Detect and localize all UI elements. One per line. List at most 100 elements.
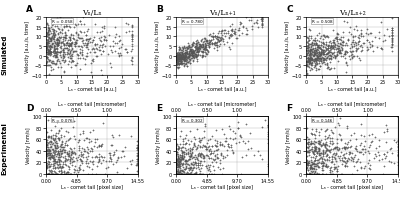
Point <box>50 33 56 36</box>
Point <box>335 154 342 157</box>
Point <box>341 20 348 23</box>
Point <box>314 48 320 51</box>
Point <box>305 163 311 167</box>
Point <box>192 138 198 141</box>
Point <box>48 140 54 143</box>
Point <box>178 62 185 65</box>
Point <box>97 40 104 43</box>
Point <box>387 46 394 49</box>
Point <box>308 45 314 48</box>
Point <box>218 31 225 34</box>
Point <box>394 153 400 156</box>
Point <box>314 44 320 47</box>
Point <box>66 57 73 60</box>
Point <box>74 158 80 162</box>
Point <box>75 141 82 144</box>
Point <box>330 172 337 175</box>
Point <box>174 58 180 61</box>
Point <box>83 155 90 159</box>
Point <box>190 54 196 58</box>
Point <box>99 74 106 78</box>
Point <box>394 142 400 145</box>
Point <box>97 49 104 53</box>
Point <box>174 62 181 66</box>
Point <box>74 39 80 42</box>
Point <box>312 165 318 168</box>
Point <box>202 125 208 128</box>
Point <box>51 169 58 173</box>
Point <box>180 57 186 60</box>
Point <box>80 147 87 150</box>
Point <box>343 146 350 149</box>
Point <box>45 152 51 155</box>
Point <box>122 49 129 52</box>
Point <box>305 49 312 53</box>
Point <box>56 154 62 157</box>
Point <box>210 47 217 50</box>
Point <box>258 14 265 17</box>
Point <box>58 145 64 149</box>
Point <box>178 148 184 152</box>
Point <box>179 156 185 159</box>
Point <box>174 60 181 64</box>
Point <box>189 46 196 49</box>
Point <box>182 172 188 175</box>
Point <box>75 45 81 49</box>
Point <box>182 59 189 62</box>
Point <box>350 29 357 32</box>
Point <box>175 63 182 66</box>
Point <box>223 137 229 140</box>
Point <box>44 166 50 170</box>
Point <box>173 169 180 172</box>
Point <box>86 38 92 42</box>
Point <box>192 49 198 52</box>
Point <box>182 53 188 56</box>
Point <box>58 42 65 45</box>
Point <box>84 43 90 46</box>
Point <box>264 141 271 145</box>
Point <box>50 172 57 175</box>
Point <box>384 28 390 32</box>
Point <box>48 33 54 36</box>
Point <box>202 164 209 167</box>
Point <box>325 49 331 53</box>
Point <box>174 66 180 70</box>
Point <box>384 128 391 131</box>
Point <box>56 41 62 45</box>
Point <box>197 45 204 48</box>
Point <box>322 57 329 60</box>
Point <box>134 148 140 152</box>
Point <box>200 45 206 48</box>
Point <box>46 48 53 51</box>
Point <box>64 41 70 44</box>
Point <box>188 172 194 175</box>
Point <box>178 55 184 58</box>
Point <box>197 154 204 157</box>
Point <box>347 47 354 50</box>
Point <box>50 55 56 58</box>
Point <box>54 153 60 156</box>
Point <box>60 156 66 159</box>
Point <box>320 34 326 38</box>
Point <box>202 46 208 49</box>
Point <box>318 48 324 52</box>
Point <box>44 165 50 168</box>
Point <box>193 47 200 50</box>
Point <box>218 38 224 41</box>
Point <box>328 165 334 168</box>
Point <box>205 42 211 46</box>
Point <box>184 167 191 170</box>
Point <box>316 54 323 57</box>
Point <box>62 53 69 56</box>
Point <box>183 166 190 170</box>
Point <box>121 155 127 158</box>
Point <box>332 158 338 161</box>
Point <box>316 32 322 35</box>
Point <box>189 53 196 56</box>
Point <box>307 53 313 56</box>
Point <box>50 148 57 151</box>
Point <box>187 49 194 52</box>
Point <box>69 152 76 155</box>
Point <box>348 156 354 159</box>
Point <box>182 146 188 149</box>
